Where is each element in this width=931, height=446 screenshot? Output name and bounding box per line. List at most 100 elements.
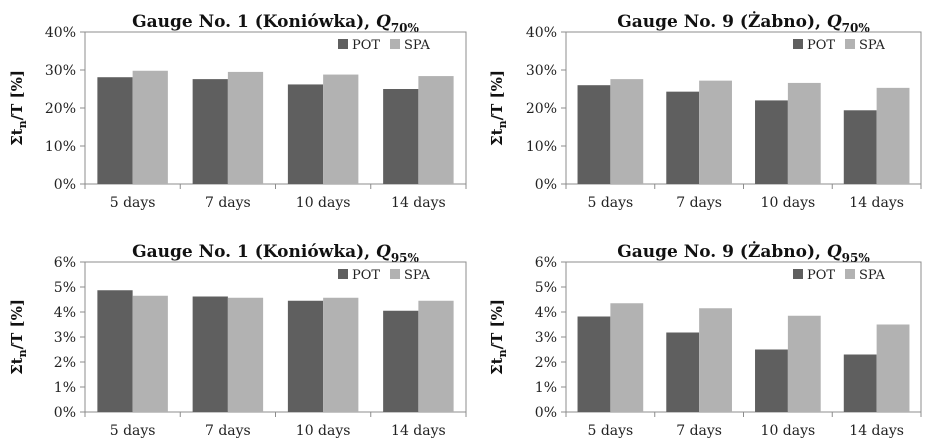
chart-title: Gauge No. 1 (Koniówka), Q95% [132,242,419,265]
x-tick-label: 5 days [110,195,156,211]
y-tick-label: 0% [535,177,557,193]
bar-pot-4 [843,354,877,412]
x-tick-label: 14 days [391,195,446,211]
bar-pot-1 [97,290,133,412]
y-tick-label: 40% [45,25,76,41]
legend-swatch-pot [338,39,348,49]
bar-pot-4 [843,110,877,184]
legend-swatch-spa [390,269,400,279]
legend-label-pot: POT [352,268,380,283]
bar-spa-3 [787,82,821,184]
bar-pot-3 [755,349,788,412]
y-tick-label: 0% [54,177,76,193]
bar-pot-1 [577,316,611,412]
x-tick-label: 7 days [676,195,722,211]
y-tick-label: 30% [45,63,76,79]
y-tick-label: 1% [54,380,76,396]
y-tick-label: 0% [535,405,557,421]
y-tick-label: 30% [526,63,557,79]
bar-pot-4 [383,310,419,412]
y-tick-label: 5% [54,280,76,296]
x-tick-label: 7 days [205,195,251,211]
bar-spa-4 [876,87,910,184]
x-tick-label: 10 days [761,423,816,439]
bar-spa-2 [227,71,264,184]
legend-swatch-spa [845,269,855,279]
legend-label-pot: POT [807,38,835,53]
legend-label-pot: POT [807,268,835,283]
bar-spa-3 [323,297,359,412]
legend-swatch-pot [793,269,803,279]
y-tick-label: 4% [54,305,76,321]
y-tick-label: 3% [54,330,76,346]
x-tick-label: 5 days [587,195,633,211]
legend-label-pot: POT [352,38,380,53]
x-tick-label: 14 days [391,423,446,439]
bar-spa-1 [132,70,168,184]
bar-pot-3 [755,100,788,184]
y-axis-label: Σtn/T [%] [488,299,509,375]
legend-swatch-spa [845,39,855,49]
chart-title: Gauge No. 1 (Koniówka), Q70% [132,12,419,35]
x-tick-label: 7 days [676,423,722,439]
x-tick-label: 14 days [849,423,904,439]
y-tick-label: 3% [535,330,557,346]
x-tick-label: 10 days [296,195,351,211]
y-tick-label: 5% [535,280,557,296]
bar-spa-2 [699,308,732,412]
x-tick-label: 5 days [587,423,633,439]
y-tick-label: 6% [54,255,76,271]
x-tick-label: 5 days [110,423,156,439]
y-axis-label: Σtn/T [%] [8,299,29,375]
x-tick-label: 7 days [205,423,251,439]
bar-pot-2 [666,91,700,184]
legend-label-spa: SPA [404,38,430,53]
y-tick-label: 2% [535,355,557,371]
bar-spa-3 [787,315,821,412]
legend-label-spa: SPA [859,38,885,53]
x-tick-label: 10 days [761,195,816,211]
legend-label-spa: SPA [404,268,430,283]
y-tick-label: 6% [535,255,557,271]
bar-pot-1 [577,85,611,184]
bar-pot-1 [97,77,133,184]
chart-title: Gauge No. 9 (Żabno), Q70% [617,11,870,35]
bar-spa-2 [699,80,732,184]
y-axis-label: Σtn/T [%] [488,70,509,146]
bar-spa-3 [323,74,359,184]
legend-swatch-pot [793,39,803,49]
bar-pot-3 [287,300,324,412]
y-tick-label: 20% [45,101,76,117]
bar-spa-2 [227,297,264,412]
y-tick-label: 40% [526,25,557,41]
chart-panel-1: 0% 10% 20% 30% 40% 5 days 7 days 10 days 14 days… [8,12,467,211]
legend-swatch-pot [338,269,348,279]
chart-panel-4: 0% 1% 2% 3% 4% 5% 6% 5 days 7 days 10 days 14 days… [488,241,922,439]
y-tick-label: 0% [54,405,76,421]
bar-pot-2 [192,79,228,184]
bar-pot-2 [192,296,228,412]
bar-pot-4 [383,89,419,184]
chart-title: Gauge No. 9 (Żabno), Q95% [617,241,870,265]
y-tick-label: 10% [45,139,76,155]
y-tick-label: 2% [54,355,76,371]
x-tick-label: 14 days [849,195,904,211]
bar-pot-2 [666,332,700,412]
bar-spa-4 [418,300,454,412]
legend-swatch-spa [390,39,400,49]
y-tick-label: 1% [535,380,557,396]
x-tick-label: 10 days [296,423,351,439]
chart-panel-3: 0% 1% 2% 3% 4% 5% 6% 5 days 7 days 10 days 14 days… [8,242,467,439]
legend-label-spa: SPA [859,268,885,283]
y-tick-label: 10% [526,139,557,155]
bar-spa-1 [132,295,168,412]
bar-pot-3 [287,84,324,184]
y-axis-label: Σtn/T [%] [8,70,29,146]
chart-panel-2: 0% 10% 20% 30% 40% 5 days 7 days 10 days 14 days… [488,11,922,211]
bar-spa-4 [876,324,910,412]
bar-spa-1 [610,79,644,184]
bar-spa-1 [610,303,644,412]
bar-spa-4 [418,76,454,184]
y-tick-label: 20% [526,101,557,117]
